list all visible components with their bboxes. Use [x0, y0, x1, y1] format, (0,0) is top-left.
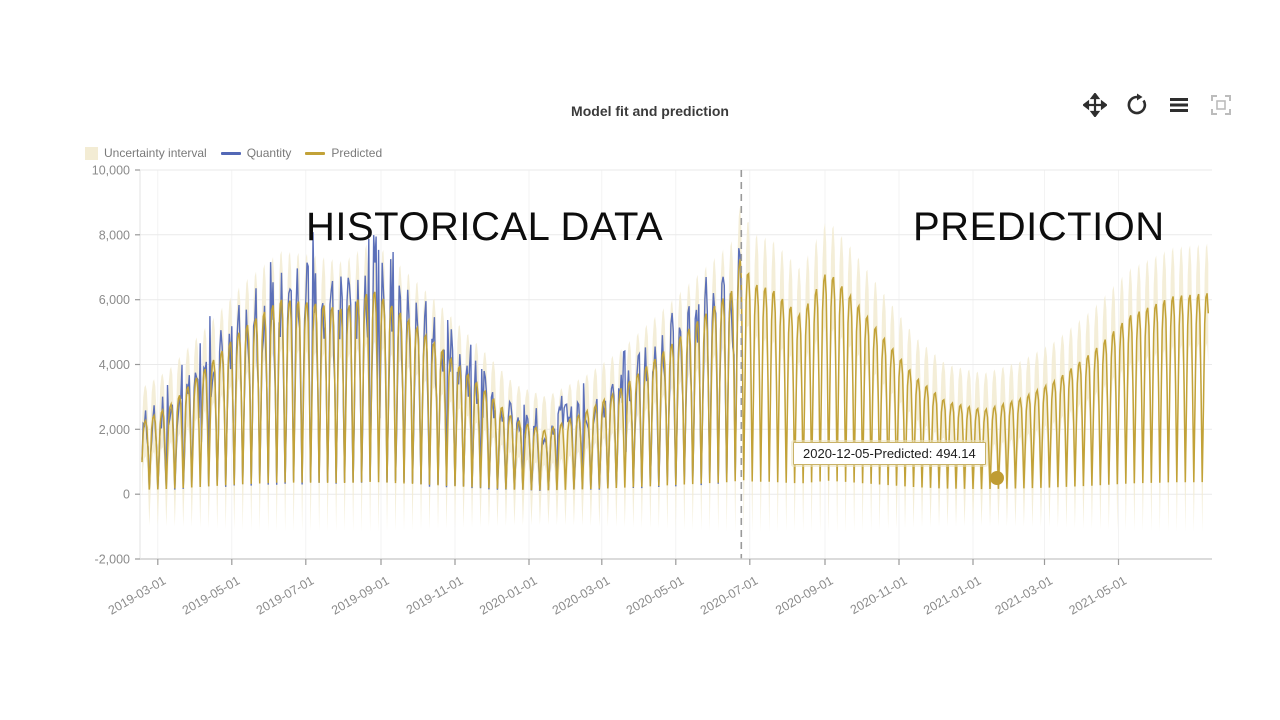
legend-label: Uncertainty interval	[104, 146, 207, 160]
y-tick-label: 6,000	[99, 293, 130, 307]
legend-label: Predicted	[331, 146, 383, 160]
fullscreen-icon	[1210, 95, 1231, 115]
chart-title: Model fit and prediction	[571, 103, 729, 119]
x-tick-label: 2020-01-01	[477, 573, 539, 617]
x-tick-label: 2019-11-01	[404, 573, 466, 617]
hover-tooltip: 2020-12-05-Predicted: 494.14	[793, 442, 986, 465]
uncertainty-swatch	[85, 146, 98, 160]
x-tick-label: 2019-05-01	[180, 573, 242, 617]
y-tick-label: 10,000	[92, 164, 130, 178]
legend-item-uncertainty: Uncertainty interval	[85, 146, 207, 160]
highlighted-point-marker	[990, 471, 1004, 485]
y-tick-label: 2,000	[99, 423, 130, 437]
x-tick-label: 2020-11-01	[848, 573, 910, 617]
x-tick-label: 2019-07-01	[254, 573, 316, 617]
x-tick-label: 2020-03-01	[550, 573, 612, 617]
prediction-label: PREDICTION	[913, 205, 1165, 249]
legend-label: Quantity	[246, 146, 292, 160]
x-tick-label: 2021-01-01	[921, 573, 983, 617]
x-tick-label: 2020-05-01	[624, 573, 686, 617]
legend-item-predicted: Predicted	[305, 146, 382, 160]
uncertainty-band	[142, 206, 1209, 534]
x-tick-label: 2021-03-01	[993, 573, 1055, 617]
y-tick-label: 8,000	[99, 228, 130, 242]
x-tick-label: 2020-09-01	[773, 573, 835, 617]
y-tick-label: 4,000	[99, 358, 130, 372]
reset-icon	[1127, 93, 1146, 115]
pan-tool-button[interactable]	[1078, 90, 1111, 120]
menu-icon	[1169, 98, 1188, 112]
y-tick-label: 0	[123, 488, 130, 502]
predicted-line	[141, 259, 1210, 491]
x-tick-label: 2019-09-01	[329, 573, 391, 617]
y-tick-label: -2,000	[95, 553, 130, 567]
reset-tool-button[interactable]	[1120, 90, 1153, 120]
predicted-swatch	[305, 151, 326, 155]
legend: Uncertainty interval Quantity Predicted	[85, 146, 382, 160]
x-tick-label: 2021-05-01	[1067, 573, 1129, 617]
pan-icon	[1082, 93, 1107, 117]
quantity-swatch	[220, 151, 241, 155]
menu-tool-button[interactable]	[1162, 90, 1195, 120]
x-tick-label: 2020-07-01	[698, 573, 760, 617]
x-tick-label: 2019-03-01	[106, 573, 168, 617]
historical-data-label: HISTORICAL DATA	[306, 205, 664, 249]
legend-item-quantity: Quantity	[220, 146, 292, 160]
plot-toolbar	[1078, 90, 1237, 120]
fullscreen-tool-button[interactable]	[1204, 90, 1237, 120]
